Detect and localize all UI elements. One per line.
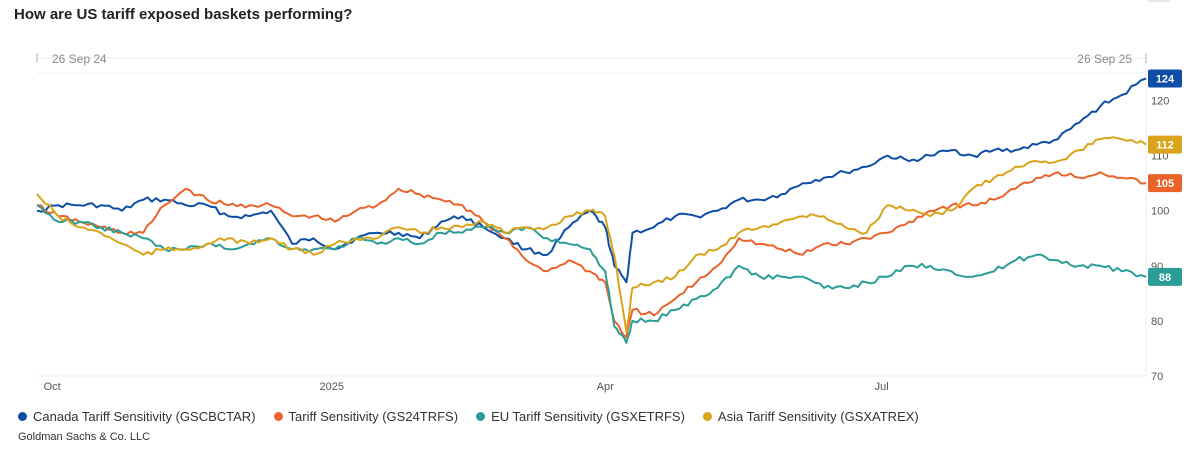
line-chart: 26 Sep 24 26 Sep 25 Oct 2025 Apr Jul 708090…: [36, 52, 1182, 393]
legend-item[interactable]: EU Tariff Sensitivity (GSXETRFS): [476, 409, 685, 424]
series-line: [36, 171, 1147, 339]
legend-swatch: [273, 412, 283, 421]
legend-swatch: [18, 412, 27, 421]
end-value-tag: [1148, 174, 1182, 193]
series-lines: [36, 77, 1147, 344]
end-value-tag: [1148, 69, 1182, 88]
date-range-selector[interactable]: 26 Sep 24 26 Sep 25: [36, 52, 1147, 66]
series-line: [36, 77, 1147, 284]
legend-label: Tariff Sensitivity (GS24TRFS): [288, 409, 459, 424]
chart-title: How are US tariff exposed baskets perfor…: [14, 6, 353, 23]
y-tick-label: 100: [1151, 206, 1169, 218]
end-value-label: 124: [1156, 74, 1175, 86]
x-tick-label: 2025: [319, 381, 343, 393]
y-tick-label: 110: [1151, 151, 1169, 163]
legend-label: EU Tariff Sensitivity (GSXETRFS): [491, 409, 685, 424]
legend-label: Asia Tariff Sensitivity (GSXATREX): [717, 409, 919, 424]
x-tick-label: Oct: [44, 381, 61, 393]
end-value-label: 88: [1159, 272, 1171, 284]
x-tick-label: Jul: [875, 381, 889, 393]
end-value-tags: 124 105 88 112: [1148, 69, 1182, 286]
end-value-tag: [1148, 267, 1182, 286]
legend-swatch: [476, 412, 486, 421]
range-start-label: 26 Sep 24: [52, 52, 107, 66]
end-value-label: 105: [1156, 178, 1174, 190]
legend-item[interactable]: Tariff Sensitivity (GS24TRFS): [273, 409, 459, 424]
menu-handle-icon[interactable]: [1147, 0, 1171, 2]
legend: Canada Tariff Sensitivity (GSCBCTAR) Tari…: [18, 409, 919, 424]
legend-item[interactable]: Asia Tariff Sensitivity (GSXATREX): [702, 409, 919, 424]
series-line: [36, 204, 1147, 344]
legend-swatch: [702, 412, 712, 421]
legend-item[interactable]: Canada Tariff Sensitivity (GSCBCTAR): [18, 409, 256, 424]
y-tick-label: 120: [1151, 96, 1169, 108]
legend-label: Canada Tariff Sensitivity (GSCBCTAR): [33, 409, 256, 424]
end-value-tag: [1148, 135, 1182, 154]
x-axis-ticks: Oct 2025 Apr Jul: [44, 381, 889, 393]
y-tick-label: 80: [1151, 316, 1163, 328]
x-tick-label: Apr: [597, 381, 614, 393]
y-tick-label: 70: [1151, 371, 1163, 383]
series-line: [36, 136, 1147, 333]
source-note: Goldman Sachs & Co. LLC: [18, 431, 151, 443]
range-end-label: 26 Sep 25: [1077, 52, 1132, 66]
end-value-label: 112: [1156, 140, 1174, 152]
